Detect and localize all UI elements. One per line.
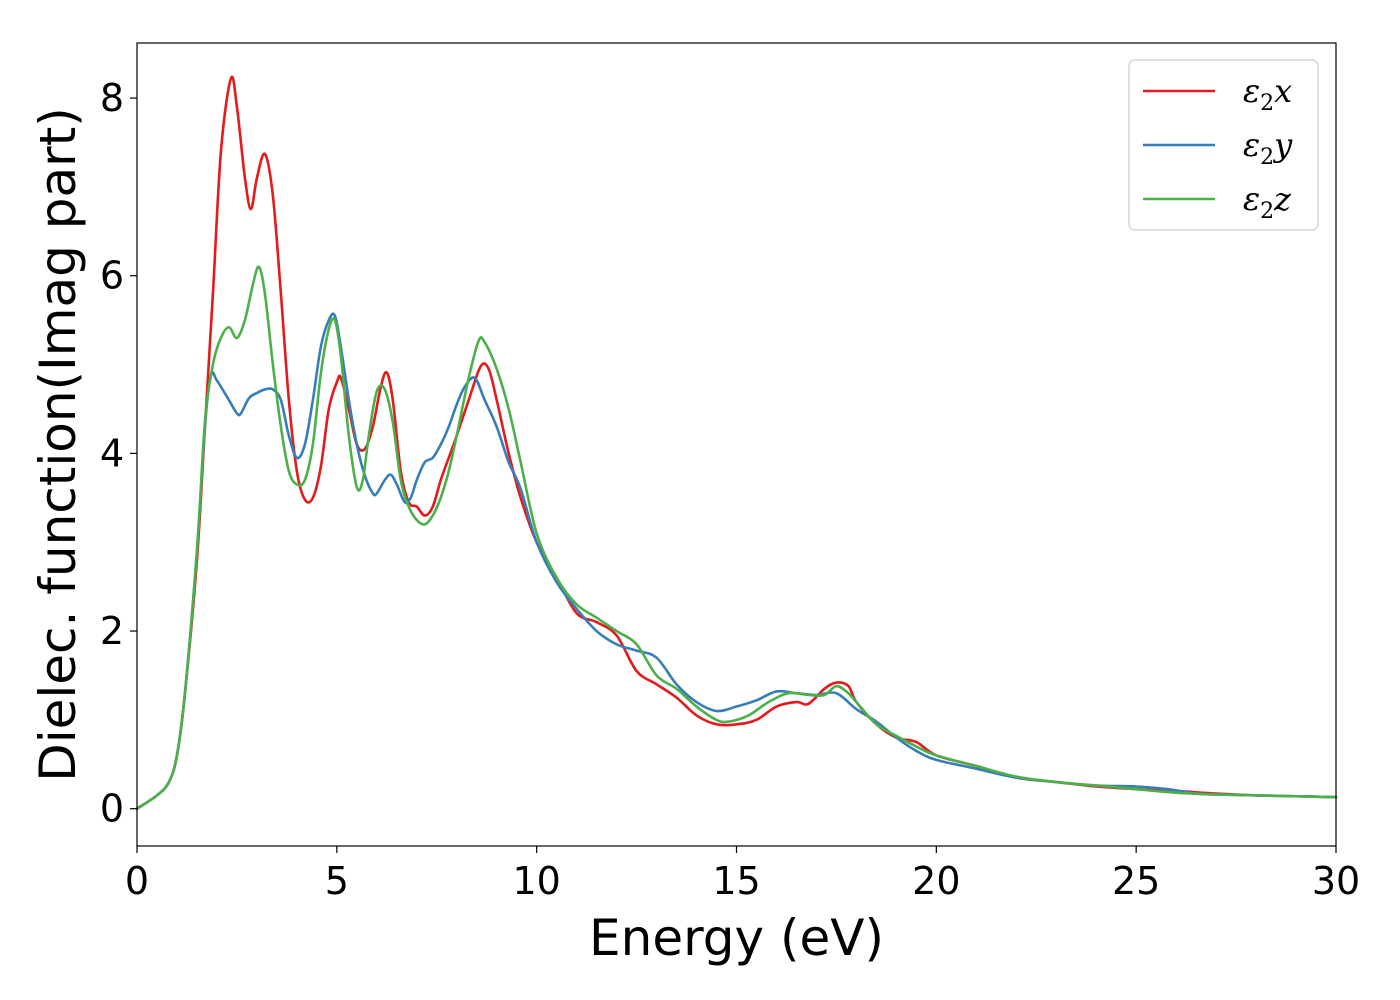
x-tick-label: 0	[125, 859, 149, 903]
y-tick-label: 4	[100, 431, 124, 475]
y-axis-title: Dielec. function(Imag part)	[29, 107, 87, 782]
x-axis-title: Energy (eV)	[589, 909, 884, 967]
legend-label-z: ε2z	[1243, 180, 1292, 224]
legend-box	[1128, 59, 1319, 231]
x-tick-label: 25	[1112, 859, 1160, 903]
series-layer	[135, 75, 1338, 810]
series-line-y	[135, 312, 1338, 810]
y-tick-label: 8	[100, 76, 124, 120]
y-tick-label: 6	[100, 254, 124, 298]
y-axis-ticks: 0 2 4 6 8	[100, 76, 137, 831]
legend-label-x: ε2x	[1243, 72, 1292, 116]
series-line-z	[135, 265, 1338, 810]
legend-label-y: ε2y	[1243, 126, 1293, 170]
legend: ε2x ε2y ε2z	[1128, 59, 1319, 231]
x-tick-label: 30	[1312, 859, 1360, 903]
x-axis-ticks: 0 5 10 15 20 25 30	[125, 846, 1360, 903]
x-tick-label: 20	[912, 859, 960, 903]
y-tick-label: 0	[100, 787, 124, 831]
x-tick-label: 10	[512, 859, 560, 903]
y-tick-label: 2	[100, 609, 124, 653]
x-tick-label: 15	[712, 859, 760, 903]
x-tick-label: 5	[325, 859, 349, 903]
